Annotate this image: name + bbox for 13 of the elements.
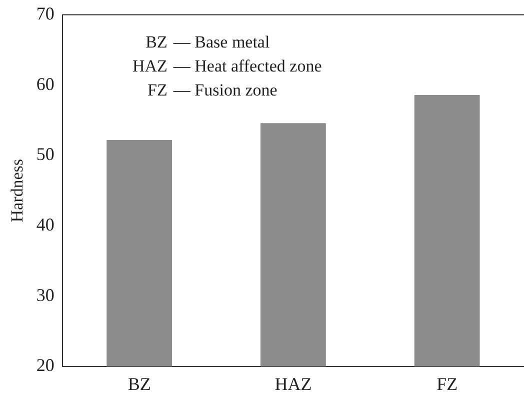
x-tick-label: BZ xyxy=(128,374,151,394)
y-axis-title: Hardness xyxy=(8,158,27,222)
y-tick-label: 60 xyxy=(36,74,54,94)
y-tick-label: 30 xyxy=(36,284,54,305)
annotation: BZ — Base metal xyxy=(146,32,270,52)
y-tick-label: 40 xyxy=(36,214,54,234)
x-tick-label: FZ xyxy=(436,374,458,394)
y-tick-label: 70 xyxy=(36,4,54,24)
x-tick-label: HAZ xyxy=(274,374,312,394)
annotation: HAZ — Heat affected zone xyxy=(132,56,322,76)
y-tick-label: 50 xyxy=(36,144,54,164)
y-tick-label: 20 xyxy=(36,355,54,376)
annotation: FZ — Fusion zone xyxy=(148,80,278,100)
